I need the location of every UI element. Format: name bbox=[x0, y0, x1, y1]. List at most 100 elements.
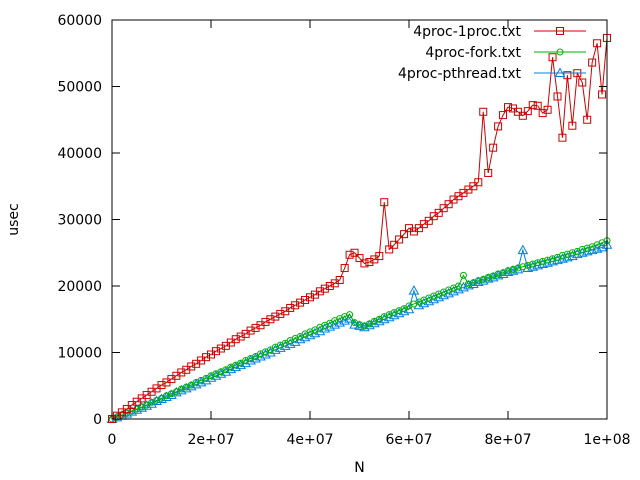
data-point bbox=[593, 39, 602, 48]
data-point bbox=[385, 245, 394, 254]
data-point bbox=[544, 256, 552, 264]
data-point bbox=[518, 111, 527, 120]
data-point bbox=[543, 105, 552, 114]
data-point bbox=[464, 280, 472, 288]
x-tick-label: 0 bbox=[108, 432, 117, 448]
data-point bbox=[583, 115, 592, 124]
data-point bbox=[509, 265, 517, 273]
series-layer bbox=[106, 33, 613, 423]
y-tick-label: 30000 bbox=[57, 213, 102, 229]
data-point bbox=[434, 208, 443, 217]
data-point bbox=[177, 368, 186, 377]
y-tick-label: 50000 bbox=[57, 80, 102, 96]
data-point bbox=[529, 260, 537, 268]
data-point bbox=[583, 244, 591, 252]
data-point bbox=[365, 258, 374, 267]
data-point bbox=[286, 303, 295, 312]
x-axis-label: N bbox=[354, 460, 364, 476]
data-point bbox=[408, 285, 420, 295]
data-point bbox=[231, 335, 240, 344]
legend: 4proc-1proc.txt 4proc-fork.txt 4proc-pthre… bbox=[398, 24, 586, 82]
data-point bbox=[345, 250, 354, 259]
data-point bbox=[588, 58, 597, 67]
data-point bbox=[157, 381, 166, 390]
data-point bbox=[380, 198, 389, 207]
data-point bbox=[315, 287, 324, 296]
x-tick-label: 6e+07 bbox=[385, 432, 432, 448]
data-point bbox=[563, 250, 571, 258]
data-point bbox=[578, 78, 587, 87]
series-4proc-fork.txt bbox=[108, 237, 611, 423]
data-point bbox=[455, 282, 462, 290]
data-point bbox=[400, 230, 409, 239]
series-4proc-1proc.txt bbox=[108, 33, 611, 423]
data-point bbox=[484, 273, 492, 281]
data-point bbox=[474, 277, 482, 285]
x-tick-label: 2e+07 bbox=[187, 432, 234, 448]
data-point bbox=[276, 309, 285, 318]
legend-marker bbox=[554, 67, 566, 77]
data-point bbox=[360, 259, 369, 268]
data-point bbox=[524, 261, 532, 269]
data-point bbox=[494, 122, 503, 131]
data-point bbox=[514, 264, 522, 272]
data-point bbox=[474, 178, 483, 187]
data-point bbox=[494, 270, 502, 278]
axis-ticks: 0 2e+07 4e+07 6e+07 8e+07 1e+08 0 10000 20000 300… bbox=[57, 13, 630, 448]
data-point bbox=[296, 298, 305, 307]
data-point bbox=[291, 301, 300, 310]
data-point bbox=[251, 323, 260, 332]
data-point bbox=[340, 264, 349, 273]
legend-label: 4proc-1proc.txt bbox=[413, 24, 521, 40]
data-point bbox=[484, 168, 493, 177]
data-point bbox=[444, 200, 453, 209]
data-point bbox=[350, 248, 359, 257]
data-point bbox=[489, 143, 498, 152]
data-point bbox=[499, 111, 508, 120]
data-point bbox=[202, 353, 211, 362]
data-point bbox=[395, 235, 404, 244]
data-point bbox=[578, 245, 586, 253]
data-point bbox=[266, 315, 275, 324]
data-point bbox=[523, 107, 532, 116]
legend-marker bbox=[556, 48, 564, 56]
data-point bbox=[528, 101, 537, 110]
data-point bbox=[187, 362, 196, 371]
y-tick-label: 20000 bbox=[57, 279, 102, 295]
data-point bbox=[335, 276, 344, 285]
legend-label: 4proc-pthread.txt bbox=[398, 66, 522, 82]
data-point bbox=[236, 332, 245, 341]
data-point bbox=[211, 347, 220, 356]
data-point bbox=[504, 267, 512, 275]
data-point bbox=[549, 255, 557, 263]
data-point bbox=[479, 107, 488, 116]
data-point bbox=[424, 216, 433, 225]
data-point bbox=[517, 244, 529, 255]
data-point bbox=[306, 293, 314, 302]
data-point bbox=[548, 53, 557, 62]
data-point bbox=[355, 254, 364, 263]
y-axis-label: usec bbox=[6, 203, 22, 235]
data-point bbox=[301, 295, 310, 304]
data-point bbox=[216, 344, 225, 353]
data-point bbox=[356, 321, 363, 329]
data-point bbox=[261, 317, 270, 326]
data-point bbox=[459, 271, 467, 279]
legend-marker bbox=[556, 27, 564, 35]
data-point bbox=[568, 121, 577, 130]
data-point bbox=[504, 103, 512, 112]
data-point bbox=[568, 249, 576, 257]
data-point bbox=[271, 312, 280, 321]
y-tick-label: 0 bbox=[93, 412, 102, 428]
x-tick-label: 1e+08 bbox=[583, 432, 630, 448]
data-point bbox=[553, 92, 562, 101]
data-point bbox=[320, 284, 329, 293]
data-point bbox=[390, 240, 399, 249]
y-tick-label: 60000 bbox=[57, 13, 102, 29]
y-tick-label: 40000 bbox=[57, 146, 102, 162]
legend-label: 4proc-fork.txt bbox=[425, 45, 521, 61]
data-point bbox=[598, 90, 607, 99]
x-tick-label: 8e+07 bbox=[484, 432, 531, 448]
